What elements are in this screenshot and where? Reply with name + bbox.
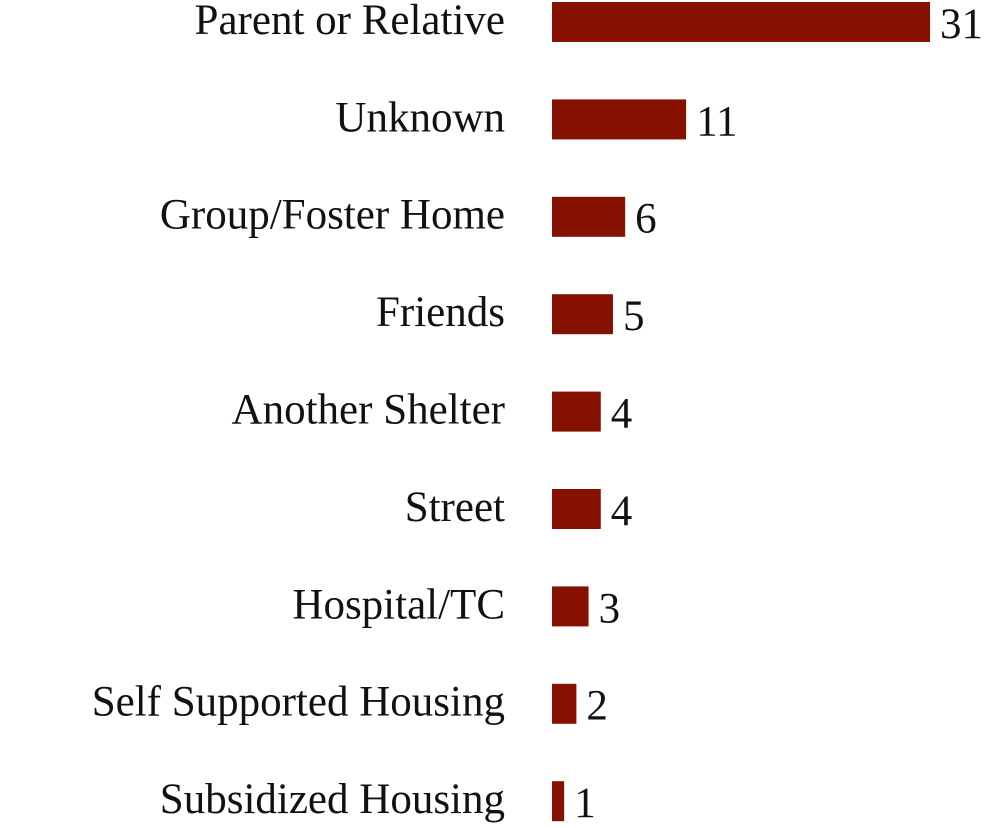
value-label: 1 xyxy=(574,780,596,827)
category-label: Street xyxy=(405,484,505,531)
category-label: Parent or Relative xyxy=(195,0,505,44)
bar xyxy=(552,586,589,627)
bar xyxy=(552,489,601,529)
value-label: 4 xyxy=(611,390,633,437)
bar xyxy=(552,99,687,140)
value-label: 6 xyxy=(635,196,657,243)
value-label: 2 xyxy=(586,683,608,730)
bar xyxy=(552,781,565,822)
category-label: Friends xyxy=(376,289,505,336)
bar xyxy=(552,196,626,237)
category-label: Hospital/TC xyxy=(292,581,505,628)
category-label: Self Supported Housing xyxy=(92,679,505,726)
bar xyxy=(552,2,930,42)
bar xyxy=(552,683,577,724)
bar xyxy=(552,391,601,432)
category-label: Group/Foster Home xyxy=(160,192,505,239)
value-label: 31 xyxy=(940,1,983,48)
value-label: 5 xyxy=(623,293,645,340)
bar xyxy=(552,294,613,335)
category-label: Unknown xyxy=(335,94,505,141)
category-label: Another Shelter xyxy=(232,386,505,433)
value-label: 11 xyxy=(696,98,737,145)
value-label: 4 xyxy=(611,488,633,535)
category-label: Subsidized Housing xyxy=(160,776,505,823)
value-label: 3 xyxy=(599,585,621,632)
